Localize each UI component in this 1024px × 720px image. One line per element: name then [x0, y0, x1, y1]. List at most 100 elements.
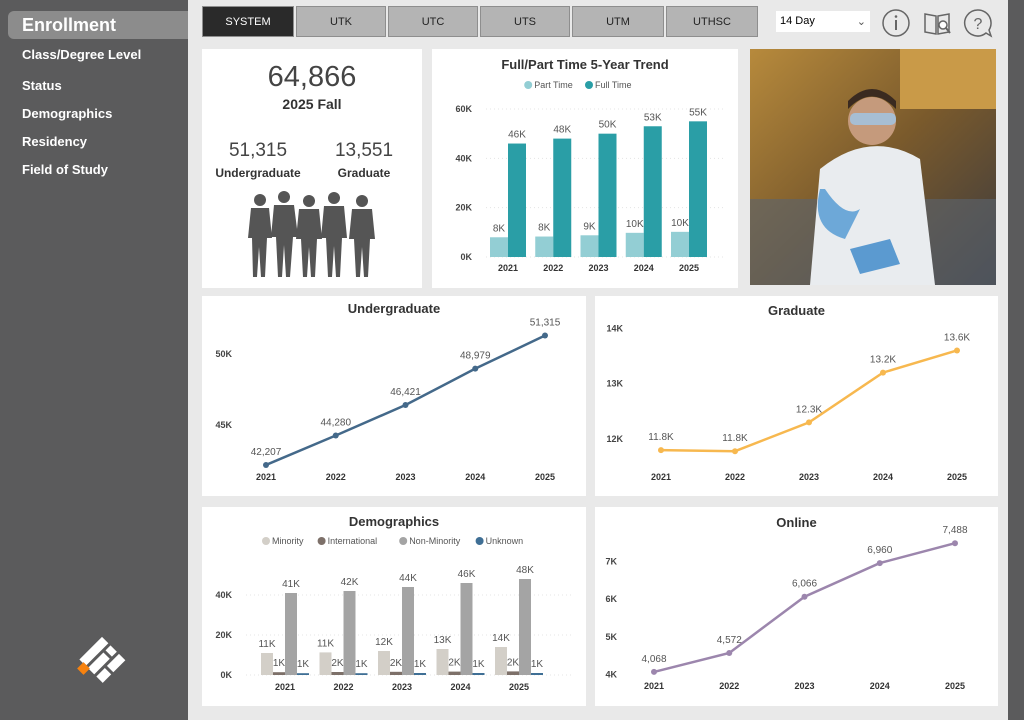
x-tick-label: 2022	[333, 682, 353, 692]
data-label: 10K	[671, 218, 689, 229]
legend-label: Full Time	[595, 80, 632, 90]
series-line	[660, 349, 958, 453]
x-tick-label: 2021	[275, 682, 295, 692]
guide-book-icon[interactable]	[922, 8, 952, 38]
help-icon[interactable]: ?	[963, 8, 993, 38]
data-label: 2K	[448, 658, 461, 669]
x-tick-label: 2023	[799, 472, 819, 482]
nav-residency[interactable]: Residency	[22, 134, 88, 149]
data-point	[732, 448, 738, 455]
data-label: 44K	[399, 573, 417, 584]
bar	[507, 671, 519, 675]
info-icon[interactable]	[881, 8, 911, 38]
data-label: 13K	[434, 635, 452, 646]
x-tick-label: 2023	[794, 681, 814, 691]
data-point	[402, 402, 409, 409]
data-point	[651, 668, 657, 675]
bar	[402, 587, 414, 675]
grad-value: 13,551	[334, 140, 394, 161]
data-point	[542, 332, 548, 339]
bar	[331, 672, 344, 675]
bar	[261, 653, 273, 675]
data-label: 46,421	[390, 387, 421, 398]
tab-uthsc[interactable]: UTHSC	[666, 6, 758, 37]
data-label: 44,280	[320, 417, 351, 428]
data-label: 8K	[538, 223, 551, 234]
data-label: 55K	[689, 107, 707, 118]
period-dropdown[interactable]: 14 Day ⌄	[776, 11, 870, 32]
y-tick-label: 7K	[605, 557, 617, 567]
data-label: 1K	[531, 659, 544, 670]
tab-system[interactable]: SYSTEM	[202, 6, 294, 37]
tab-utk[interactable]: UTK	[296, 6, 386, 37]
chart-plot: 45K 50K 2021 2022 2023 2024 2025 42,207 44,280 46…	[215, 317, 561, 482]
sidebar: Enrollment Class/Degree Level Status Dem…	[0, 0, 188, 720]
researcher-photo	[750, 49, 996, 285]
bar	[355, 673, 368, 675]
chart-title: Undergraduate	[347, 301, 441, 316]
bar	[580, 235, 599, 257]
nav-demographics[interactable]: Demographics	[22, 106, 113, 121]
total-enrollment: 64,866	[267, 61, 357, 93]
data-label: 9K	[583, 221, 596, 232]
people-silhouette-icon	[248, 191, 375, 277]
tab-utc[interactable]: UTC	[388, 6, 478, 37]
bar	[273, 672, 285, 675]
x-tick-label: 2025	[947, 472, 967, 482]
legend-marker	[475, 537, 484, 545]
data-label: 53K	[644, 112, 662, 123]
legend-label: Minority	[272, 536, 304, 546]
x-tick-label: 2021	[498, 263, 518, 273]
y-tick-label: 4K	[605, 669, 617, 679]
period-value: 14 Day	[780, 15, 815, 27]
data-label: 11.8K	[648, 432, 674, 443]
bar	[319, 652, 332, 675]
x-tick-label: 2024	[634, 263, 654, 273]
legend-label: Unknown	[486, 536, 524, 546]
chart-title: Graduate	[767, 303, 826, 318]
x-tick-label: 2024	[870, 681, 890, 691]
data-point	[801, 593, 808, 600]
series-line	[265, 334, 546, 467]
chart-title: Online	[776, 515, 817, 530]
bar	[625, 232, 644, 257]
x-tick-label: 2025	[509, 682, 529, 692]
logo	[77, 636, 126, 683]
data-point	[472, 365, 479, 372]
bar	[531, 673, 543, 675]
right-scrollbar[interactable]	[1008, 0, 1024, 720]
data-point	[726, 649, 733, 656]
y-tick-label: 40K	[215, 590, 232, 600]
nav-status[interactable]: Status	[22, 78, 62, 93]
y-tick-label: 40K	[455, 153, 472, 163]
graduate-chart: Graduate 12K 13K 14K 2021 2022 2023 2024 2025 11…	[595, 296, 998, 496]
bar	[343, 591, 356, 675]
tab-utm[interactable]: UTM	[572, 6, 664, 37]
bar	[671, 231, 689, 257]
bar	[519, 579, 531, 675]
nav-enrollment[interactable]: Enrollment	[8, 11, 188, 39]
nav-class-degree-level[interactable]: Class/Degree Level	[22, 47, 142, 62]
x-tick-label: 2022	[719, 681, 739, 691]
data-label: 51,315	[530, 317, 561, 328]
data-label: 4,068	[641, 654, 666, 665]
nav-field-of-study[interactable]: Field of Study	[22, 162, 108, 177]
data-point	[658, 447, 664, 454]
data-label: 14K	[492, 633, 510, 644]
bar	[472, 673, 485, 675]
svg-text:?: ?	[974, 16, 983, 33]
data-point	[880, 369, 886, 376]
data-label: 1K	[414, 659, 427, 670]
data-label: 6,960	[867, 545, 892, 556]
bar	[495, 647, 507, 675]
data-label: 1K	[273, 658, 286, 669]
tab-uts[interactable]: UTS	[480, 6, 570, 37]
x-tick-label: 2023	[392, 682, 412, 692]
bar	[414, 673, 426, 675]
legend-marker	[524, 81, 533, 89]
x-tick-label: 2025	[945, 681, 965, 691]
kpi-card: 64,866 2025 Fall 51,315 Undergraduate 13…	[202, 49, 422, 288]
x-tick-label: 2025	[535, 472, 555, 482]
x-tick-label: 2023	[395, 472, 415, 482]
data-label: 4,572	[717, 635, 742, 646]
